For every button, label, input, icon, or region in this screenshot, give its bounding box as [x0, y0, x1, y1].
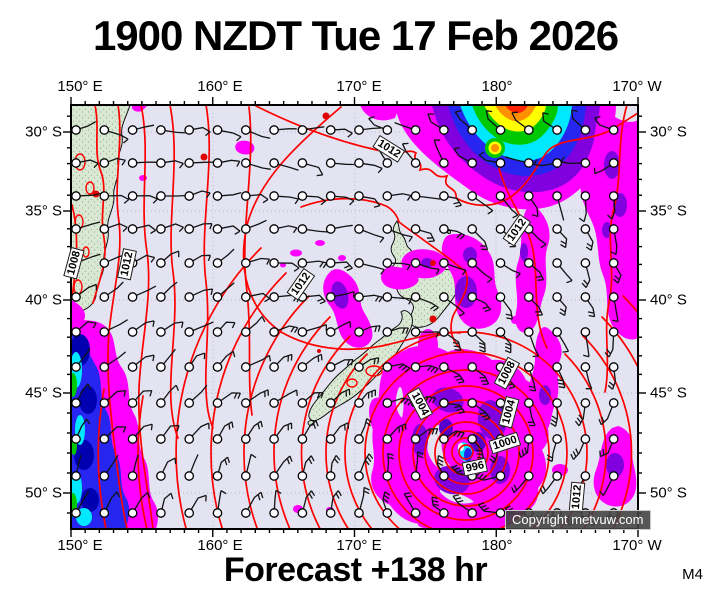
axis-label-left-50s: 50° S: [25, 484, 62, 502]
axis-label-left-45s: 45° S: [25, 384, 62, 402]
axis-label-right-30s: 30° S: [650, 123, 687, 141]
model-panel-label: M4: [682, 566, 703, 583]
axis-label-top-170w: 170° W: [612, 78, 662, 95]
axis-label-top-180: 180°: [481, 78, 513, 95]
isobar-label: 1012: [568, 481, 586, 513]
axis-label-left-40s: 40° S: [25, 291, 62, 309]
axis-label-top-160e: 160° E: [197, 78, 243, 95]
axis-label-left-35s: 35° S: [25, 202, 62, 220]
axis-label-bottom-150e: 150° E: [57, 537, 103, 554]
axis-label-top-170e: 170° E: [336, 78, 382, 95]
forecast-hour-title: Forecast +138 hr: [223, 551, 488, 589]
axis-label-left-30s: 30° S: [25, 123, 62, 141]
axis-label-bottom-180: 180°: [481, 537, 513, 554]
axis-label-right-35s: 35° S: [650, 202, 687, 220]
axis-label-bottom-160e: 160° E: [197, 537, 243, 554]
axis-label-bottom-170e: 170° E: [336, 537, 382, 554]
copyright-watermark: Copyright metvuw.com: [505, 510, 651, 530]
axis-label-right-40s: 40° S: [650, 291, 687, 309]
axis-label-bottom-170w: 170° W: [612, 537, 662, 554]
axis-label-right-45s: 45° S: [650, 384, 687, 402]
page-title: 1900 NZDT Tue 17 Feb 2026: [92, 12, 619, 59]
axis-label-right-50s: 50° S: [650, 484, 687, 502]
axis-label-top-150e: 150° E: [57, 78, 103, 95]
isobar-contours: [71, 105, 638, 529]
